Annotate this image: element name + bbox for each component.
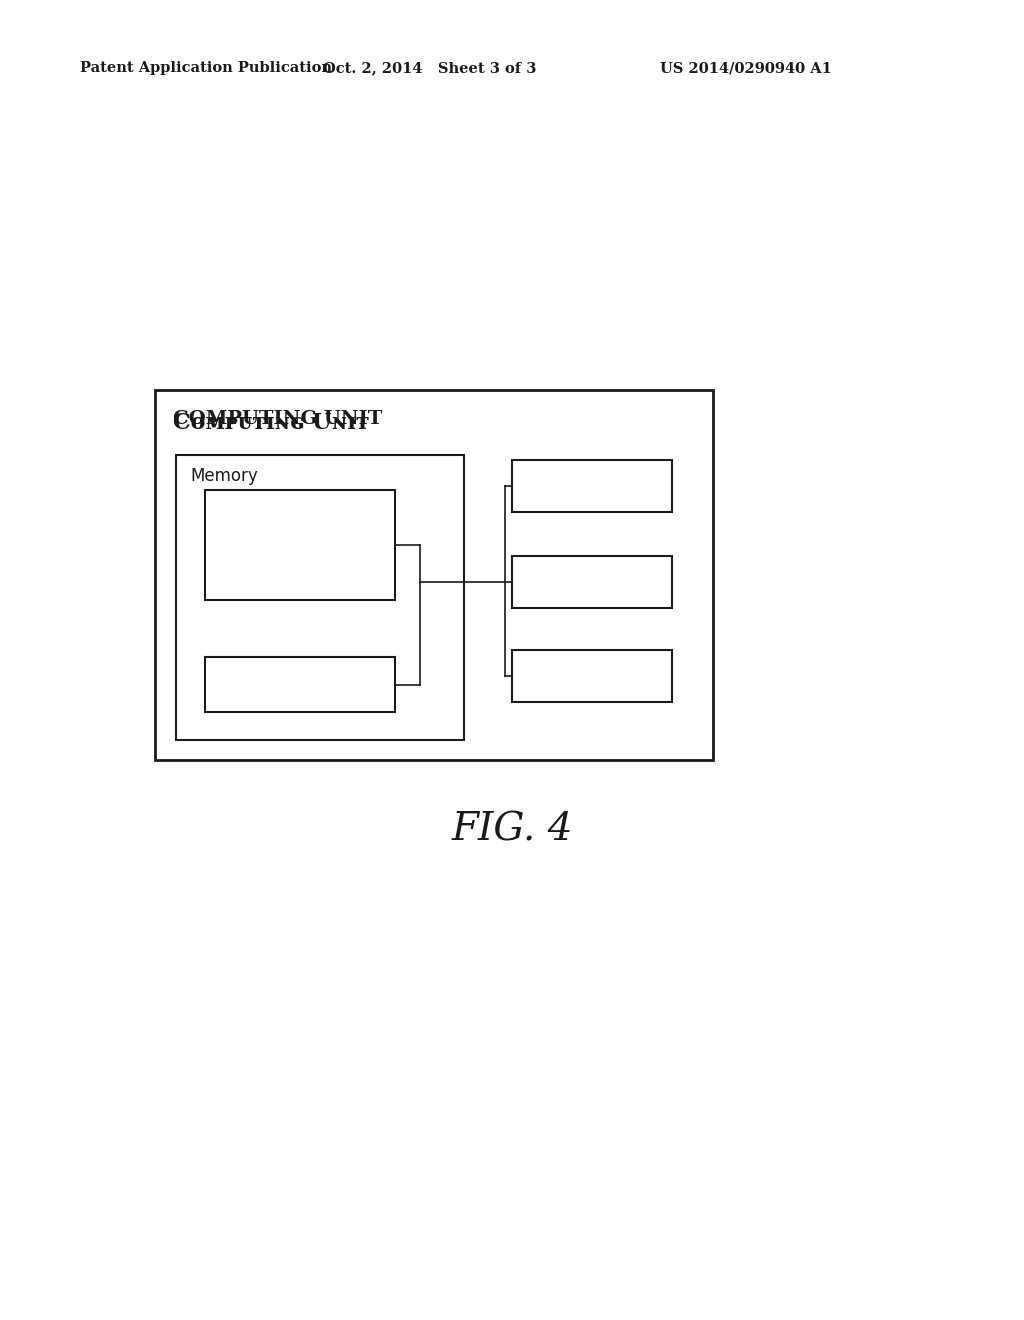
Text: Patent Application Publication: Patent Application Publication	[80, 61, 332, 75]
Text: US 2014/0290940 A1: US 2014/0290940 A1	[660, 61, 831, 75]
Text: Cᴏᴍᴘᴜᴛɪɴɢ Uɴɪᴛ: Cᴏᴍᴘᴜᴛɪɴɢ Uɴɪᴛ	[173, 412, 370, 434]
Text: Processing Unit: Processing Unit	[539, 669, 645, 682]
Text: Passive Pressure
Containment Barrier
Evaluaton Module: Passive Pressure Containment Barrier Eva…	[237, 520, 364, 569]
Text: FIG. 4: FIG. 4	[452, 812, 572, 849]
Bar	[176, 455, 464, 741]
Text: Client Interface: Client Interface	[539, 479, 645, 492]
Text: Memory: Memory	[190, 467, 258, 484]
Bar	[205, 657, 395, 711]
Bar	[512, 459, 672, 512]
Text: Video Interface: Video Interface	[540, 576, 645, 589]
Bar	[155, 389, 713, 760]
Text: Oct. 2, 2014   Sheet 3 of 3: Oct. 2, 2014 Sheet 3 of 3	[324, 61, 537, 75]
Bar	[512, 556, 672, 609]
Text: WellCat™: WellCat™	[265, 677, 335, 692]
Bar	[205, 490, 395, 601]
Bar	[512, 649, 672, 702]
Text: COMPUTING UNIT: COMPUTING UNIT	[173, 411, 382, 428]
